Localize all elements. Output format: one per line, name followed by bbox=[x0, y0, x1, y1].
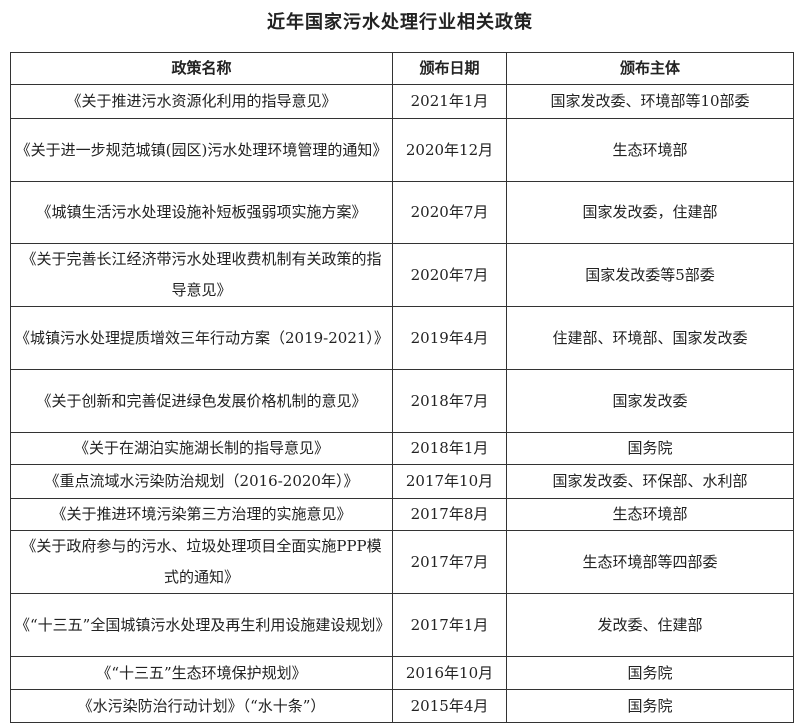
issuer-cell: 住建部、环境部、国家发改委 bbox=[506, 306, 794, 370]
policy-name-cell: 《关于推进环境污染第三方治理的实施意见》 bbox=[10, 498, 393, 531]
table-row: 《关于推进污水资源化利用的指导意见》 2021年1月 国家发改委、环境部等10部委 bbox=[10, 84, 794, 119]
policy-name-cell: 《关于推进污水资源化利用的指导意见》 bbox=[10, 84, 393, 119]
date-cell: 2020年12月 bbox=[392, 118, 507, 182]
header-issuer: 颁布主体 bbox=[506, 52, 794, 85]
issuer-cell: 国务院 bbox=[506, 432, 794, 465]
date-cell: 2020年7月 bbox=[392, 243, 507, 307]
date-cell: 2016年10月 bbox=[392, 656, 507, 690]
table-row: 《重点流域水污染防治规划（2016-2020年）》 2017年10月 国家发改委、环… bbox=[10, 464, 794, 499]
issuer-cell: 国务院 bbox=[506, 689, 794, 723]
issuer-cell: 生态环境部 bbox=[506, 498, 794, 531]
page-title: 近年国家污水处理行业相关政策 bbox=[267, 12, 533, 33]
policy-name-cell: 《水污染防治行动计划》（“水十条”） bbox=[10, 689, 393, 723]
issuer-cell: 生态环境部等四部委 bbox=[506, 530, 794, 594]
policy-name-cell: 《城镇生活污水处理设施补短板强弱项实施方案》 bbox=[10, 181, 393, 244]
table-row: 《水污染防治行动计划》（“水十条”） 2015年4月 国务院 bbox=[10, 689, 794, 723]
date-cell: 2015年4月 bbox=[392, 689, 507, 723]
header-policy-name: 政策名称 bbox=[10, 52, 393, 85]
issuer-cell: 国家发改委 bbox=[506, 369, 794, 433]
table-row: 《关于政府参与的污水、垃圾处理项目全面实施PPP模式的通知》 2017年7月 生态环… bbox=[10, 530, 794, 594]
header-date: 颁布日期 bbox=[392, 52, 507, 85]
table-row: 《关于完善长江经济带污水处理收费机制有关政策的指导意见》 2020年7月 国家发改委… bbox=[10, 243, 794, 307]
date-cell: 2019年4月 bbox=[392, 306, 507, 370]
issuer-cell: 国家发改委，住建部 bbox=[506, 181, 794, 244]
table-row: 《“十三五”全国城镇污水处理及再生利用设施建设规划》 2017年1月 发改委、住建部 bbox=[10, 593, 794, 657]
policy-name-cell: 《关于政府参与的污水、垃圾处理项目全面实施PPP模式的通知》 bbox=[10, 530, 393, 594]
issuer-cell: 国家发改委、环境部等10部委 bbox=[506, 84, 794, 119]
table-row: 《城镇污水处理提质增效三年行动方案（2019-2021）》 2019年4月 住建部、… bbox=[10, 306, 794, 370]
date-cell: 2021年1月 bbox=[392, 84, 507, 119]
policy-name-cell: 《关于完善长江经济带污水处理收费机制有关政策的指导意见》 bbox=[10, 243, 393, 307]
table-row: 《关于在湖泊实施湖长制的指导意见》 2018年1月 国务院 bbox=[10, 432, 794, 465]
policy-name-cell: 《关于创新和完善促进绿色发展价格机制的意见》 bbox=[10, 369, 393, 433]
date-cell: 2017年7月 bbox=[392, 530, 507, 594]
table-row: 《城镇生活污水处理设施补短板强弱项实施方案》 2020年7月 国家发改委，住建部 bbox=[10, 181, 794, 244]
policy-name-cell: 《关于在湖泊实施湖长制的指导意见》 bbox=[10, 432, 393, 465]
table-header-row: 政策名称 颁布日期 颁布主体 bbox=[10, 52, 794, 85]
policy-name-cell: 《“十三五”生态环境保护规划》 bbox=[10, 656, 393, 690]
table-row: 《关于推进环境污染第三方治理的实施意见》 2017年8月 生态环境部 bbox=[10, 498, 794, 531]
policy-name-cell: 《城镇污水处理提质增效三年行动方案（2019-2021）》 bbox=[10, 306, 393, 370]
issuer-cell: 国务院 bbox=[506, 656, 794, 690]
date-cell: 2017年1月 bbox=[392, 593, 507, 657]
policy-name-cell: 《重点流域水污染防治规划（2016-2020年）》 bbox=[10, 464, 393, 499]
table-row: 《关于创新和完善促进绿色发展价格机制的意见》 2018年7月 国家发改委 bbox=[10, 369, 794, 433]
policy-table: 政策名称 颁布日期 颁布主体 《关于推进污水资源化利用的指导意见》 2021年1月… bbox=[10, 52, 794, 723]
issuer-cell: 国家发改委等5部委 bbox=[506, 243, 794, 307]
policy-name-cell: 《关于进一步规范城镇(园区)污水处理环境管理的通知》 bbox=[10, 118, 393, 182]
date-cell: 2017年8月 bbox=[392, 498, 507, 531]
issuer-cell: 发改委、住建部 bbox=[506, 593, 794, 657]
issuer-cell: 生态环境部 bbox=[506, 118, 794, 182]
table-row: 《关于进一步规范城镇(园区)污水处理环境管理的通知》 2020年12月 生态环境部 bbox=[10, 118, 794, 182]
issuer-cell: 国家发改委、环保部、水利部 bbox=[506, 464, 794, 499]
date-cell: 2017年10月 bbox=[392, 464, 507, 499]
table-row: 《“十三五”生态环境保护规划》 2016年10月 国务院 bbox=[10, 656, 794, 690]
policy-name-cell: 《“十三五”全国城镇污水处理及再生利用设施建设规划》 bbox=[10, 593, 393, 657]
date-cell: 2020年7月 bbox=[392, 181, 507, 244]
date-cell: 2018年7月 bbox=[392, 369, 507, 433]
date-cell: 2018年1月 bbox=[392, 432, 507, 465]
